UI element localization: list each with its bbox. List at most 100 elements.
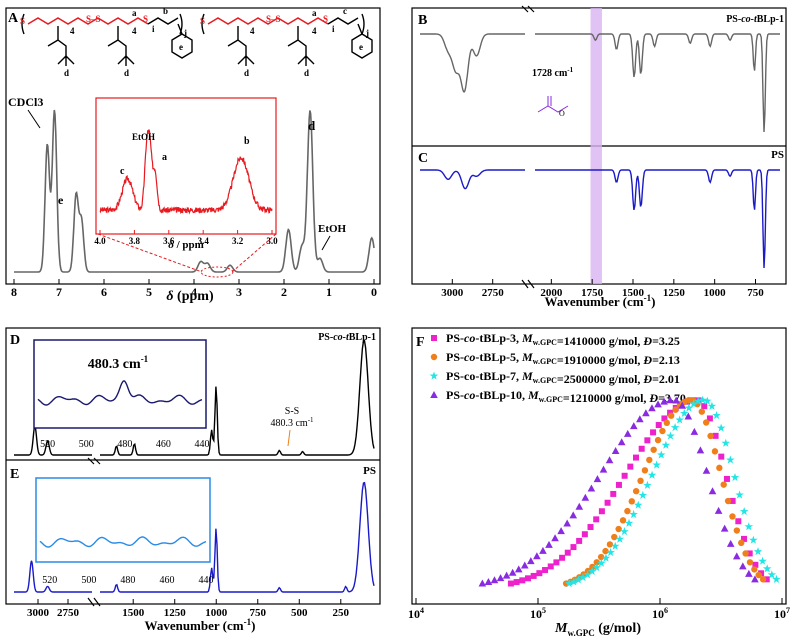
gpc-data-point [742,550,749,557]
gpc-data-point [533,552,541,560]
gpc-data-points [478,395,781,588]
inset-label-etoh: EtOH [132,132,155,142]
struct-label-d1: d [64,68,69,78]
gpc-data-point [646,456,653,464]
panel-a-x-tick-label: 2 [281,285,287,299]
struct-label-j1: j [183,28,187,38]
gpc-data-point [698,408,706,415]
gpc-data-point [615,534,625,543]
ester-side-chains [47,26,307,56]
legend-entry: PS-co-tBLp-10, Mw.GPC=1210000 g/mol, Đ=3… [446,388,686,405]
gpc-data-point [678,401,687,409]
inset-label-a: a [162,152,167,163]
panel-a-x-tick-label: 7 [56,285,62,299]
panel-e-x-tick-label: 3000 [27,607,50,619]
gpc-data-point [641,467,649,474]
gpc-data-point [637,477,644,485]
gpc-data-point [739,562,747,570]
gpc-data-point [724,497,732,505]
gpc-data-point [519,577,526,584]
panel-b-series-name: PS-co-tBLp-1 [726,14,784,25]
gpc-data-point [508,568,517,576]
gpc-data-point [716,423,726,432]
gpc-data-point [629,509,638,519]
struct-label-n3: 4 [250,26,255,36]
gpc-data-point [615,525,622,533]
gpc-data-point [654,436,662,444]
gpc-data-point [627,463,634,470]
gpc-data-point [735,518,742,525]
gpc-data-point [732,552,741,560]
panel-de-frame [5,327,381,605]
gpc-data-point [624,518,634,527]
gpc-data-point [530,572,537,579]
gpc-data-point [707,432,714,440]
panel-c-label: C [418,151,428,166]
gpc-data-point [661,440,671,449]
raman-spectrum-e [14,481,375,593]
ftir-spectrum-c [420,169,780,269]
inset-label-c: c [120,166,125,177]
gpc-data-point [610,541,620,550]
panel-e-x-tick-label: 1500 [122,607,145,619]
legend-marker [431,335,437,341]
axis-break-top [521,5,535,13]
panel-a-x-tick-label: 5 [146,285,152,299]
gpc-data-point [617,438,626,446]
panel-f-frame [411,327,787,605]
panel-f: F PS-co-tBLp-3, Mw.GPC=1410000 g/mol, Đ=… [408,327,790,638]
gpc-data-point [636,415,644,423]
panel-a-label: A [8,11,19,26]
gpc-data-point [702,419,710,426]
legend-marker [430,391,438,398]
sulfur-label-3: S [143,14,148,24]
axis-break-bottom-de [87,597,101,607]
gpc-data-point [496,574,505,582]
raman-inset-d-x-ticks: 520 500 480 460 440 [40,439,209,450]
gpc-data-point [689,399,698,408]
gpc-data-point [624,507,631,515]
panel-d-series-name: PS-co-tBLp-1 [318,332,376,343]
peak-label-e: e [58,193,64,207]
gpc-data-point [581,493,590,501]
gpc-data-point [593,516,600,523]
gpc-data-point [751,566,758,573]
gpc-data-point [657,450,666,459]
gpc-data-point [707,401,717,410]
gpc-data-point [660,397,668,405]
gpc-data-point [735,490,744,499]
gpc-data-point [584,567,592,575]
struct-label-n4: 4 [312,26,317,36]
etoh-arrow [321,235,331,251]
ester-structure-icon [537,96,569,113]
gpc-data-point [564,549,571,556]
gpc-data-point [763,576,770,583]
inset-x-tick-label: 520 [40,439,55,450]
panel-e-x-tick-label: 1000 [205,607,228,619]
panel-c-x-tick-label: 750 [747,287,764,299]
tert-butyl-groups [57,55,315,66]
inset-x-tick-label: 4.0 [94,236,106,246]
gpc-data-point [745,569,753,577]
peak-label-cdcl3: CDCl3 [8,95,43,109]
inset-x-tick-label: 460 [159,575,174,586]
sulfur-label-2: S–S [86,14,101,24]
zoom-connector-lines [97,233,277,273]
raman-inset-d-annotation: 480.3 cm-1 [88,354,149,372]
struct-label-d2: d [124,68,129,78]
gpc-data-point [730,473,740,482]
gpc-data-point [551,534,559,542]
gpc-data-point [593,475,602,483]
panel-b-label: B [418,13,427,28]
gpc-data-point [720,481,727,488]
gpc-data-point [644,437,651,444]
gpc-data-point [602,547,609,555]
gpc-data-point [587,566,597,576]
gpc-data-point [718,453,725,460]
struct-label-n2: 4 [132,26,137,36]
gpc-data-point [670,423,680,432]
polymer-backbone-right [207,17,329,25]
gpc-data-point [666,431,675,440]
nmr-inset-x-ticks: 4.0 3.8 3.6 3.4 3.2 3.0 [94,230,278,246]
